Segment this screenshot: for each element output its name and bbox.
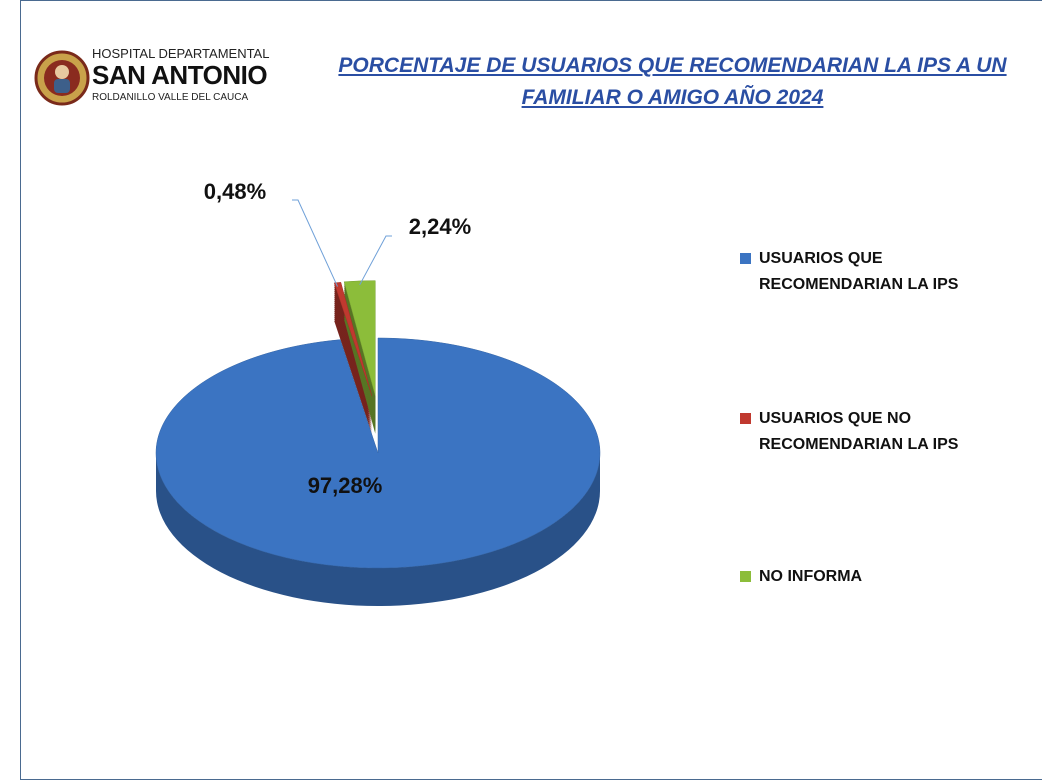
legend-label: NO INFORMA	[759, 568, 863, 585]
legend-swatch	[740, 413, 751, 424]
slice-side	[334, 310, 372, 425]
slice-side	[334, 316, 372, 431]
logo-text: ROLDANILLO VALLE DEL CAUCA	[92, 92, 249, 103]
slice	[333, 282, 373, 397]
chart-title: PORCENTAJE DE USUARIOS QUE RECOMENDARIAN…	[338, 54, 1007, 109]
chart: 97,28% 0,48% 2,24%	[155, 179, 601, 606]
slice-side	[156, 453, 600, 606]
slice-side	[334, 304, 372, 419]
data-label: 2,24%	[409, 214, 471, 239]
leader-line	[359, 235, 392, 286]
slice-side	[334, 318, 372, 433]
legend-label: USUARIOS QUE NO RECOMENDARIAN LA IPS	[759, 410, 959, 453]
slice-side	[334, 312, 372, 427]
slice-side	[334, 314, 372, 429]
slice	[343, 280, 376, 396]
logo-name: SAN ANTONIO	[92, 60, 268, 90]
legend-item: NO INFORMA	[740, 564, 1030, 590]
legend-item: USUARIOS QUE RECOMENDARIAN LA IPS	[740, 246, 1030, 298]
slice-side	[334, 302, 372, 417]
legend-swatch	[740, 253, 751, 264]
data-label: 0,48%	[204, 179, 266, 204]
data-label: 97,28%	[308, 473, 383, 498]
slice-side	[334, 308, 372, 423]
logo-emblem	[34, 50, 90, 106]
logo-text: HOSPITAL DEPARTAMENTAL	[92, 46, 270, 61]
legend-item: USUARIOS QUE NO RECOMENDARIAN LA IPS	[740, 406, 1030, 458]
slice-side	[334, 320, 372, 435]
legend-label: USUARIOS QUE RECOMENDARIAN LA IPS	[759, 250, 959, 293]
legend-swatch	[740, 571, 751, 582]
page: HOSPITAL DEPARTAMENTAL SAN ANTONIO ROLDA…	[20, 0, 1042, 780]
slice	[155, 337, 601, 569]
logo: HOSPITAL DEPARTAMENTAL SAN ANTONIO ROLDA…	[34, 40, 274, 120]
slice-side	[334, 306, 372, 421]
leader-line	[292, 199, 338, 287]
